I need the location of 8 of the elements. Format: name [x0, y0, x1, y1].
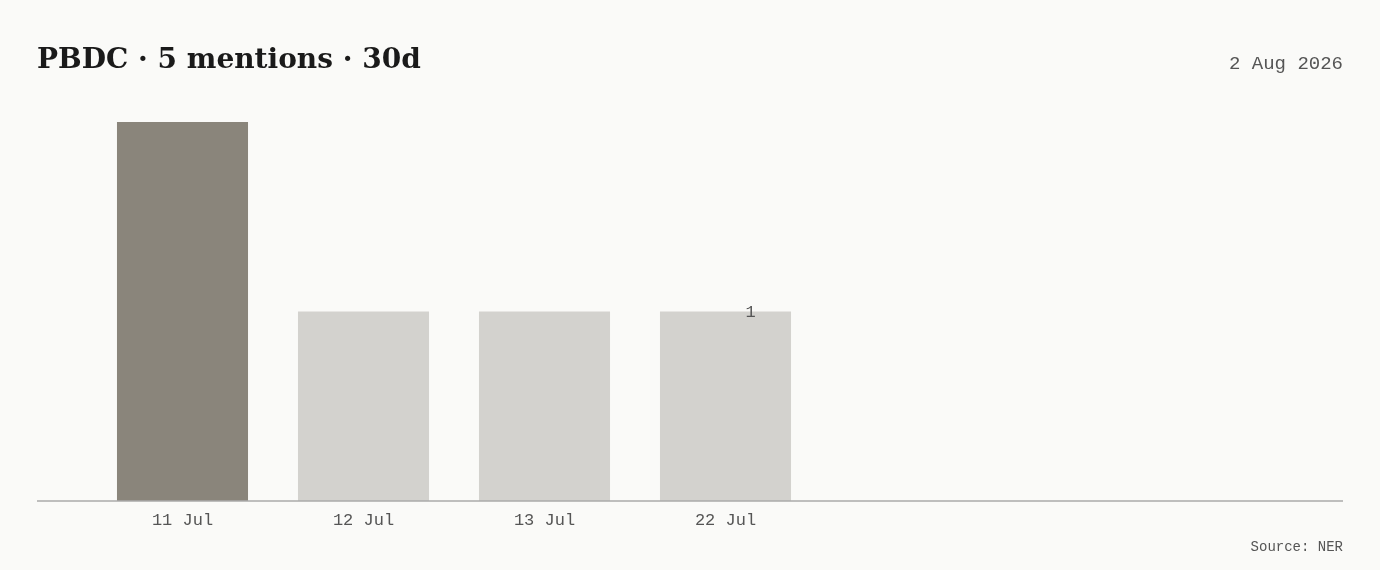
- chart-title: PBDC · 5 mentions · 30d: [37, 42, 421, 75]
- x-tick-label: 13 Jul: [513, 510, 576, 530]
- data-label: 1: [745, 302, 756, 322]
- source-note: Source: NER: [1250, 539, 1344, 555]
- x-tick-label: 12 Jul: [332, 510, 395, 530]
- x-tick-label: 22 Jul: [694, 510, 757, 530]
- x-tick-label: 11 Jul: [151, 510, 214, 530]
- text: 2 Aug 2026: [1228, 53, 1343, 75]
